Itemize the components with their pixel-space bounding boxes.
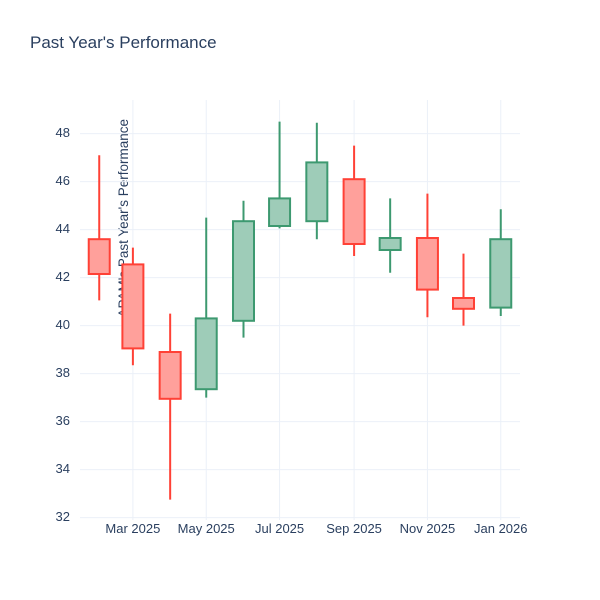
x-tick-label: Mar 2025 <box>105 521 160 536</box>
candle-body <box>378 237 402 251</box>
candle-jun-2025[interactable] <box>231 200 255 338</box>
y-tick-label: 48 <box>56 125 70 140</box>
chart-title: Past Year's Performance <box>30 33 217 52</box>
x-tick-label: Jan 2026 <box>474 521 528 536</box>
candle-aug-2025[interactable] <box>305 122 329 240</box>
candle-jan-2026[interactable] <box>489 209 513 316</box>
candle-body <box>489 238 513 309</box>
x-tick-label: Nov 2025 <box>400 521 456 536</box>
y-tick-label: 32 <box>56 509 70 524</box>
candle-body <box>268 197 292 227</box>
y-tick-label: 44 <box>56 221 70 236</box>
candle-body <box>87 238 111 275</box>
candle-may-2025[interactable] <box>194 217 218 398</box>
candle-body <box>121 263 145 350</box>
x-tick-label: May 2025 <box>178 521 235 536</box>
y-tick-label: 34 <box>56 461 70 476</box>
candle-body <box>158 351 182 400</box>
y-tick-label: 42 <box>56 269 70 284</box>
x-tick-label: Jul 2025 <box>255 521 304 536</box>
candle-dec-2025[interactable] <box>451 253 475 326</box>
candle-apr-2025[interactable] <box>158 313 182 500</box>
candle-oct-2025[interactable] <box>378 198 402 273</box>
candle-jul-2025[interactable] <box>268 121 292 229</box>
y-tick-label: 40 <box>56 317 70 332</box>
candle-feb-2025[interactable] <box>87 155 111 301</box>
candle-body <box>231 220 255 322</box>
y-tick-label: 38 <box>56 365 70 380</box>
candle-body <box>194 317 218 391</box>
y-tick-label: 46 <box>56 173 70 188</box>
x-tick-label: Sep 2025 <box>326 521 382 536</box>
candle-nov-2025[interactable] <box>415 193 439 318</box>
candle-mar-2025[interactable] <box>121 247 145 366</box>
y-tick-label: 36 <box>56 413 70 428</box>
candle-body <box>305 161 329 223</box>
candle-body <box>451 297 475 310</box>
candle-body <box>342 178 366 245</box>
candle-sep-2025[interactable] <box>342 145 366 256</box>
candle-body <box>415 237 439 291</box>
